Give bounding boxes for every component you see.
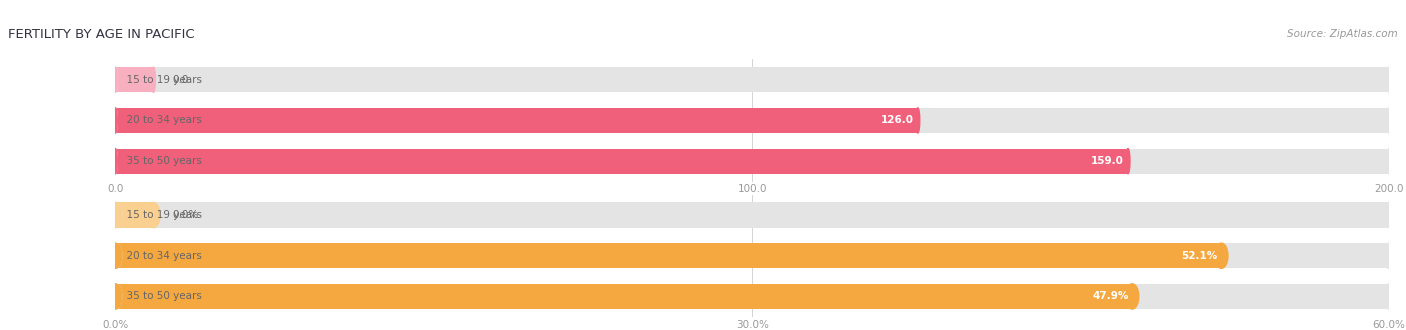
Circle shape <box>1382 243 1396 268</box>
Circle shape <box>114 148 117 174</box>
Bar <box>115 67 153 92</box>
Bar <box>115 108 918 133</box>
Circle shape <box>114 67 117 92</box>
Text: 15 to 19 years: 15 to 19 years <box>121 75 202 85</box>
Text: 0.0: 0.0 <box>173 75 188 85</box>
Circle shape <box>108 284 122 309</box>
Circle shape <box>108 202 122 228</box>
Circle shape <box>114 148 117 174</box>
Circle shape <box>146 202 160 228</box>
Text: 20 to 34 years: 20 to 34 years <box>121 251 202 261</box>
Text: 159.0: 159.0 <box>1091 156 1125 166</box>
Bar <box>115 284 1389 309</box>
Circle shape <box>1388 148 1391 174</box>
Text: FERTILITY BY AGE IN PACIFIC: FERTILITY BY AGE IN PACIFIC <box>8 28 195 41</box>
Text: 52.1%: 52.1% <box>1181 251 1218 261</box>
Circle shape <box>108 243 122 268</box>
Circle shape <box>114 108 117 133</box>
Text: 35 to 50 years: 35 to 50 years <box>121 291 202 301</box>
Circle shape <box>108 243 122 268</box>
Text: 0.0%: 0.0% <box>173 210 198 220</box>
Text: 126.0: 126.0 <box>882 115 914 125</box>
Bar <box>115 202 1389 228</box>
Circle shape <box>114 67 117 92</box>
Circle shape <box>915 108 920 133</box>
Text: 20 to 34 years: 20 to 34 years <box>121 115 202 125</box>
Bar <box>115 284 1132 309</box>
Circle shape <box>1215 243 1227 268</box>
Bar <box>115 243 1222 268</box>
Circle shape <box>1126 284 1139 309</box>
Bar <box>115 148 1128 174</box>
Bar <box>115 148 1389 174</box>
Circle shape <box>152 67 156 92</box>
Bar <box>115 202 153 228</box>
Circle shape <box>1388 108 1391 133</box>
Bar <box>115 67 1389 92</box>
Bar <box>115 243 1389 268</box>
Circle shape <box>1382 202 1396 228</box>
Circle shape <box>1382 284 1396 309</box>
Text: 47.9%: 47.9% <box>1092 291 1129 301</box>
Circle shape <box>108 284 122 309</box>
Circle shape <box>1388 67 1391 92</box>
Text: 15 to 19 years: 15 to 19 years <box>121 210 202 220</box>
Text: 35 to 50 years: 35 to 50 years <box>121 156 202 166</box>
Circle shape <box>108 202 122 228</box>
Text: Source: ZipAtlas.com: Source: ZipAtlas.com <box>1286 29 1398 39</box>
Circle shape <box>1126 148 1130 174</box>
Bar <box>115 108 1389 133</box>
Circle shape <box>114 108 117 133</box>
